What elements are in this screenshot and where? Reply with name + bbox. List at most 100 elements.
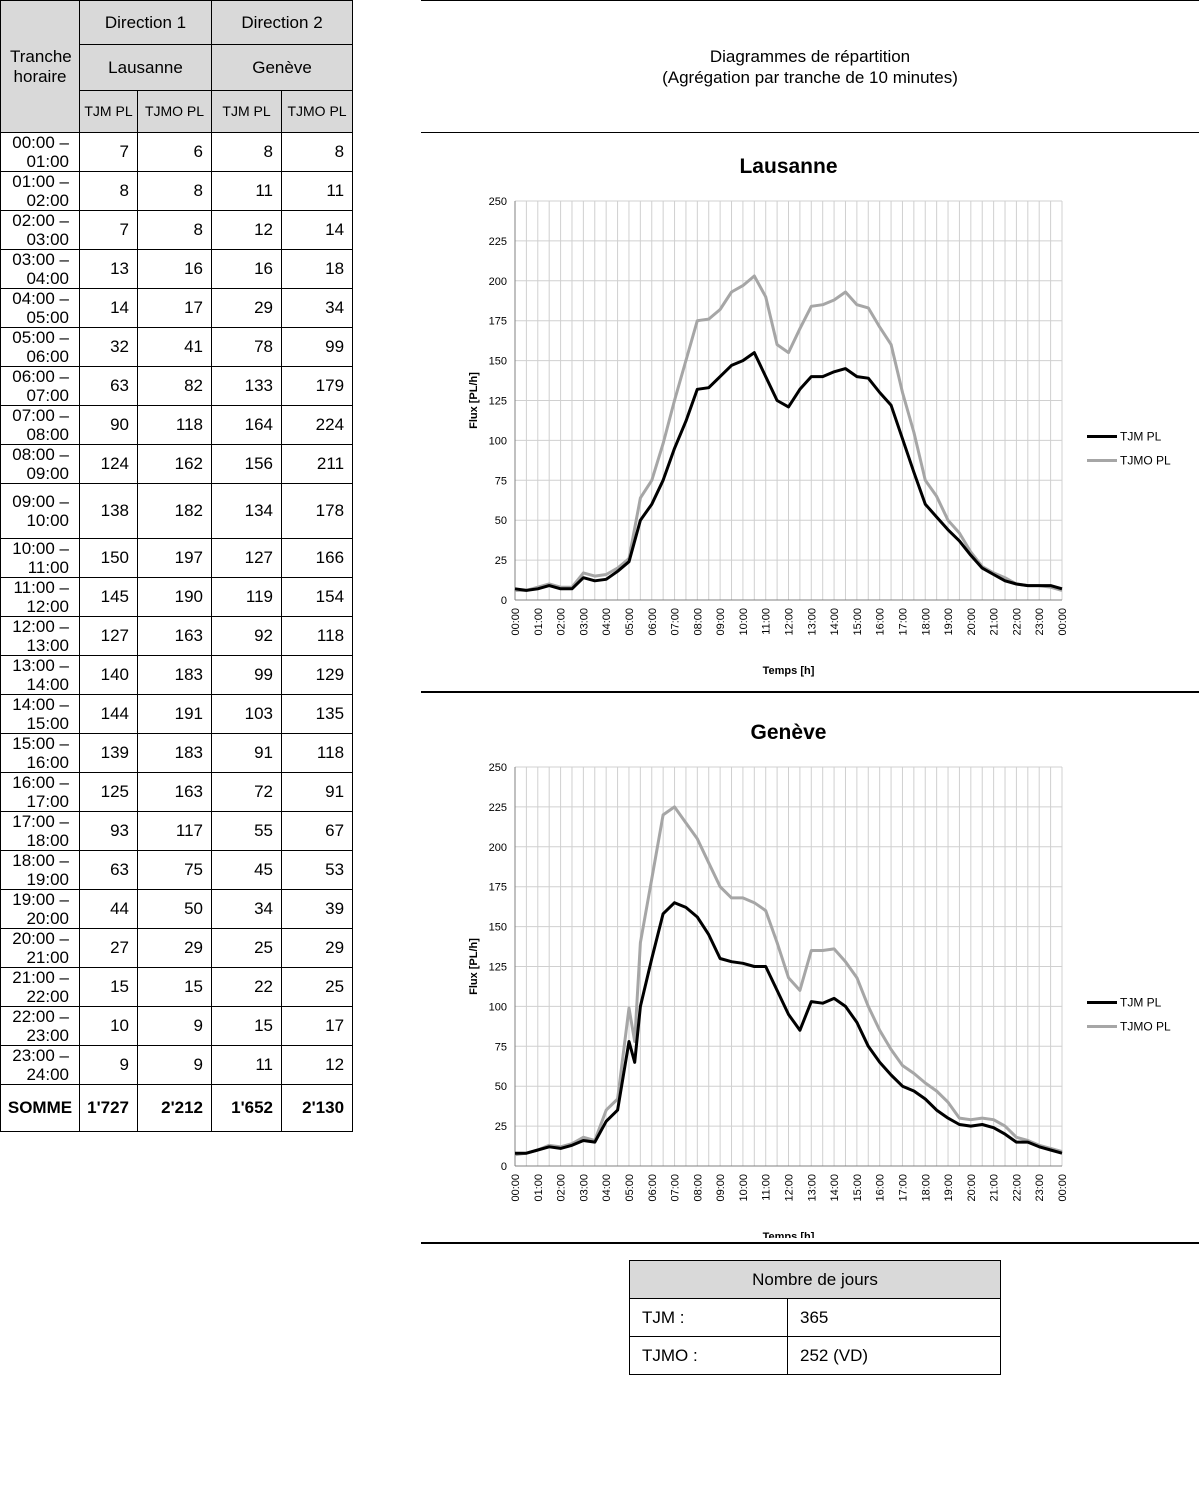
table-row: 21:00 – 22:00 15 15 22 25 [0,967,422,1007]
x-tick-label: 18:00 [920,1174,932,1202]
x-tick-label: 01:00 [533,608,545,636]
y-axis-label: Flux [PL/h] [468,938,480,995]
x-tick-label: 12:00 [784,608,796,636]
time-slot-cell: 19:00 – 20:00 [0,889,80,929]
x-tick-label: 09:00 [715,1174,727,1202]
total-value: 1'727 [79,1084,138,1132]
time-slot-cell: 09:00 – 10:00 [0,483,80,539]
x-tick-label: 10:00 [738,608,750,636]
x-tick-label: 05:00 [624,1174,636,1202]
table-row: 08:00 – 09:00 124 162 156 211 [0,444,422,484]
table-row: 13:00 – 14:00 140 183 99 129 [0,655,422,695]
value-cell: 125 [79,772,138,812]
value-cell: 34 [281,288,354,328]
x-tick-label: 18:00 [920,608,932,636]
x-tick-label: 17:00 [897,608,909,636]
x-tick-label: 00:00 [510,608,522,636]
y-tick-label: 25 [495,1121,507,1133]
x-tick-label: 16:00 [875,608,887,636]
x-tick-label: 09:00 [715,608,727,636]
value-cell: 133 [211,366,283,406]
value-cell: 99 [281,327,354,367]
time-slot-cell: 18:00 – 19:00 [0,850,80,890]
hourly-table: Tranche horaire Direction 1 Direction 2 … [0,0,422,1132]
series-line-tjm [514,351,1063,592]
table-row: 07:00 – 08:00 90 118 164 224 [0,405,422,445]
x-tick-label: 05:00 [624,608,636,636]
direction-2-header: Direction 2 [211,0,354,45]
direction-1-city: Lausanne [78,44,213,91]
tjm-days-value: 365 [787,1298,1001,1337]
table-row: 00:00 – 01:00 7 6 8 8 [0,132,422,172]
value-cell: 9 [136,1045,213,1085]
legend-label: TJM PL [1120,430,1162,444]
value-cell: 14 [281,210,354,250]
x-tick-label: 19:00 [943,1174,955,1202]
value-cell: 178 [281,483,354,539]
value-cell: 82 [136,366,213,406]
y-tick-label: 150 [489,922,507,934]
x-tick-label: 22:00 [1011,1174,1023,1202]
time-slot-cell: 10:00 – 11:00 [0,538,80,578]
value-cell: 17 [136,288,213,328]
value-cell: 140 [79,655,138,695]
chart-title: Genève [751,721,827,744]
value-cell: 13 [79,249,138,289]
x-tick-label: 22:00 [1011,608,1023,636]
table-row: 11:00 – 12:00 145 190 119 154 [0,577,422,617]
table-row: 03:00 – 04:00 13 16 16 18 [0,249,422,289]
value-cell: 44 [79,889,138,929]
x-tick-label: 15:00 [852,608,864,636]
value-cell: 27 [79,928,138,968]
y-tick-label: 0 [501,595,507,607]
tranche-horaire-label: Tranche horaire [10,46,72,86]
time-slot-cell: 23:00 – 24:00 [0,1045,80,1085]
geneve-chart: Genève 0 25 50 75 100 125 150 175 200 225 250 00:00 0… [468,721,1171,1238]
x-tick-label: 00:00 [510,1174,522,1202]
x-tick-label: 17:00 [897,1174,909,1202]
value-cell: 135 [281,694,354,734]
table-row: 04:00 – 05:00 14 17 29 34 [0,288,422,328]
table-row: 02:00 – 03:00 7 8 12 14 [0,210,422,250]
x-tick-label: 15:00 [852,1174,864,1202]
value-cell: 129 [281,655,354,695]
value-cell: 6 [136,132,213,172]
value-cell: 9 [136,1006,213,1046]
x-tick-label: 00:00 [1057,608,1069,636]
x-tick-label: 08:00 [692,608,704,636]
value-cell: 22 [211,967,283,1007]
value-cell: 25 [281,967,354,1007]
time-slot-cell: 01:00 – 02:00 [0,171,80,211]
value-cell: 211 [281,444,354,484]
value-cell: 93 [79,811,138,851]
total-value: 2'130 [281,1084,354,1132]
value-cell: 124 [79,444,138,484]
value-cell: 14 [79,288,138,328]
value-cell: 10 [79,1006,138,1046]
total-value: 1'652 [211,1084,283,1132]
value-cell: 119 [211,577,283,617]
value-cell: 127 [79,616,138,656]
y-tick-label: 175 [489,316,507,328]
lausanne-chart: Lausanne 0 25 50 75 100 125 150 175 200 225 250 00:0… [468,155,1171,677]
time-slot-cell: 02:00 – 03:00 [0,210,80,250]
x-tick-label: 11:00 [761,608,773,635]
diagrams-title: Diagrammes de répartition [709,46,911,66]
value-cell: 17 [281,1006,354,1046]
x-tick-label: 00:00 [1057,1174,1069,1202]
value-cell: 11 [211,1045,283,1085]
y-tick-label: 125 [489,396,507,408]
table-row: 22:00 – 23:00 10 9 15 17 [0,1006,422,1046]
value-cell: 8 [136,171,213,211]
value-cell: 34 [211,889,283,929]
value-cell: 7 [79,132,138,172]
value-cell: 8 [136,210,213,250]
y-tick-label: 100 [489,1001,507,1013]
x-tick-label: 10:00 [738,1174,750,1202]
value-cell: 190 [136,577,213,617]
value-cell: 118 [281,733,354,773]
x-tick-label: 06:00 [647,608,659,636]
value-cell: 145 [79,577,138,617]
y-tick-label: 50 [495,515,507,527]
sub-header-cell: TJMO PL [136,90,213,133]
